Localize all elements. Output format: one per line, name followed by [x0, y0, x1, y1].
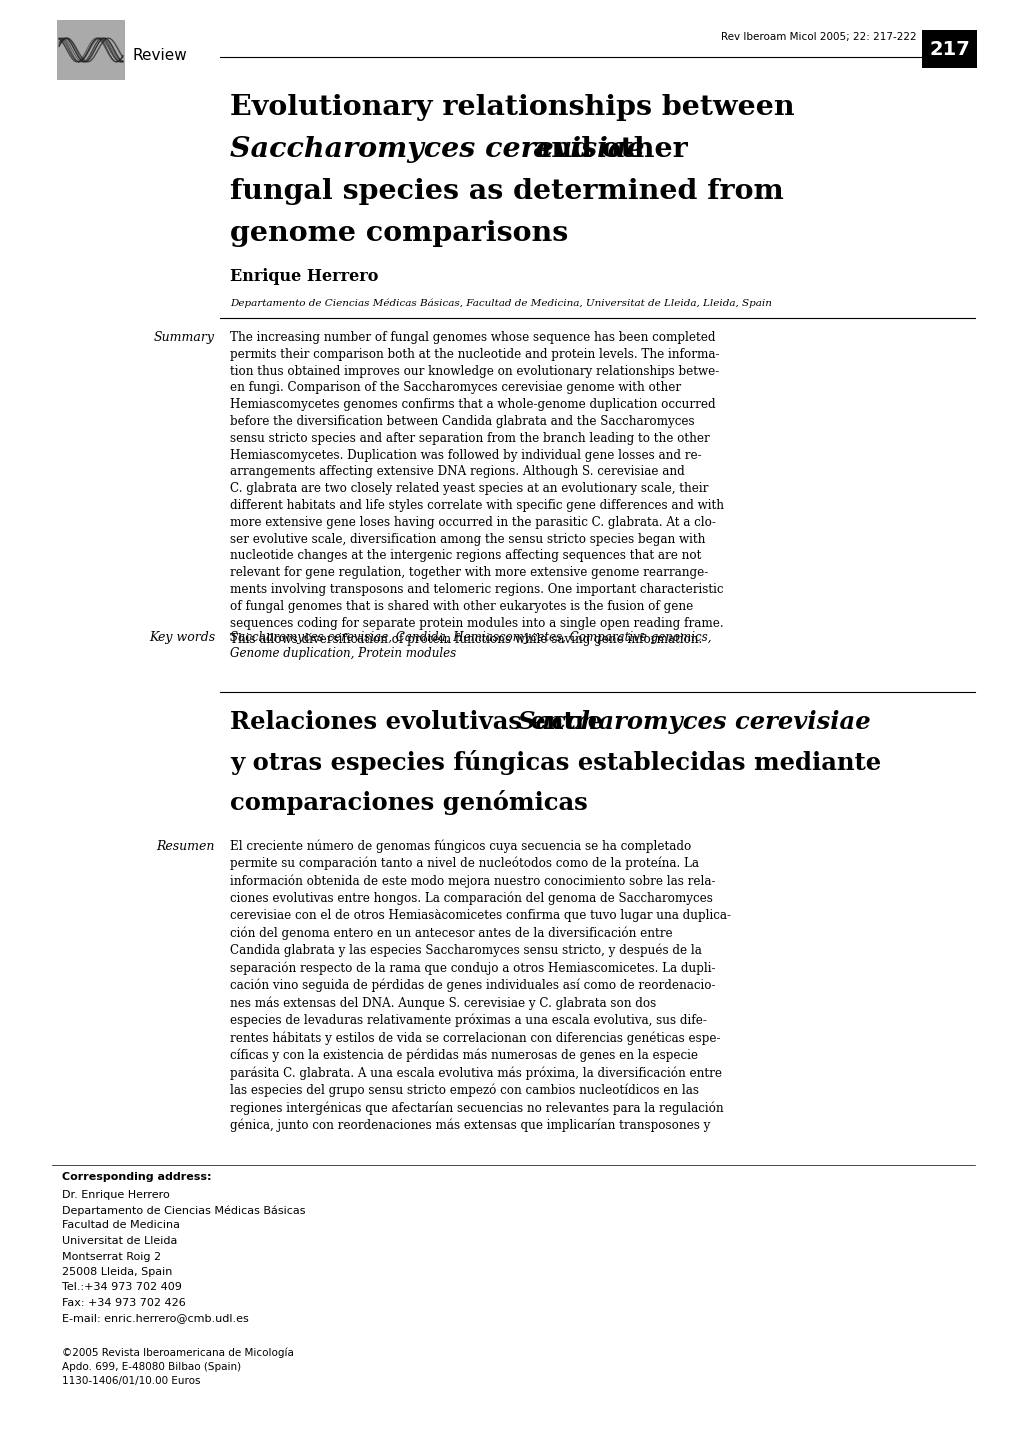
- Text: Dr. Enrique Herrero: Dr. Enrique Herrero: [62, 1190, 169, 1200]
- Text: Evolutionary relationships between: Evolutionary relationships between: [229, 94, 794, 121]
- Text: Saccharomyces cerevisiae: Saccharomyces cerevisiae: [518, 709, 870, 734]
- Text: Apdo. 699, E-48080 Bilbao (Spain): Apdo. 699, E-48080 Bilbao (Spain): [62, 1361, 240, 1371]
- Text: Fax: +34 973 702 426: Fax: +34 973 702 426: [62, 1298, 185, 1308]
- Text: Departamento de Ciencias Médicas Básicas, Facultad de Medicina, Universitat de L: Departamento de Ciencias Médicas Básicas…: [229, 298, 771, 307]
- Text: 217: 217: [928, 39, 969, 59]
- Text: Saccharomyces cerevisiae: Saccharomyces cerevisiae: [229, 136, 644, 163]
- Text: Universitat de Lleida: Universitat de Lleida: [62, 1236, 177, 1246]
- Bar: [921, 30, 976, 68]
- Text: El creciente número de genomas fúngicos cuya secuencia se ha completado
permite : El creciente número de genomas fúngicos …: [229, 839, 731, 1132]
- Text: Departamento de Ciencias Médicas Básicas: Departamento de Ciencias Médicas Básicas: [62, 1206, 306, 1216]
- Text: Rev Iberoam Micol 2005; 22: 217-222: Rev Iberoam Micol 2005; 22: 217-222: [720, 32, 916, 42]
- Text: genome comparisons: genome comparisons: [229, 221, 568, 247]
- Text: Review: Review: [132, 48, 187, 62]
- Text: Key words: Key words: [149, 630, 215, 643]
- Text: Enrique Herrero: Enrique Herrero: [229, 268, 378, 286]
- Text: The increasing number of fungal genomes whose sequence has been completed
permit: The increasing number of fungal genomes …: [229, 332, 723, 646]
- Bar: [57, 20, 125, 79]
- Text: E-mail: enric.herrero@cmb.udl.es: E-mail: enric.herrero@cmb.udl.es: [62, 1314, 249, 1324]
- Text: Montserrat Roig 2: Montserrat Roig 2: [62, 1252, 161, 1262]
- Text: Resumen: Resumen: [157, 839, 215, 852]
- Text: 25008 Lleida, Spain: 25008 Lleida, Spain: [62, 1268, 172, 1278]
- Text: Saccharomyces cerevisiae, Candida, Hemiascomycetes, Comparative genomics,
Genome: Saccharomyces cerevisiae, Candida, Hemia…: [229, 630, 711, 660]
- Text: comparaciones genómicas: comparaciones genómicas: [229, 790, 587, 815]
- Text: ©2005 Revista Iberoamericana de Micología: ©2005 Revista Iberoamericana de Micologí…: [62, 1347, 293, 1357]
- Text: Relaciones evolutivas entre: Relaciones evolutivas entre: [229, 709, 611, 734]
- Text: y otras especies fúngicas establecidas mediante: y otras especies fúngicas establecidas m…: [229, 750, 880, 774]
- Text: 1130-1406/01/10.00 Euros: 1130-1406/01/10.00 Euros: [62, 1376, 201, 1386]
- Text: fungal species as determined from: fungal species as determined from: [229, 177, 783, 205]
- Text: Facultad de Medicina: Facultad de Medicina: [62, 1220, 179, 1230]
- Text: Summary: Summary: [154, 332, 215, 345]
- Text: Tel.:+34 973 702 409: Tel.:+34 973 702 409: [62, 1282, 181, 1292]
- Text: and other: and other: [523, 136, 687, 163]
- Text: Corresponding address:: Corresponding address:: [62, 1172, 211, 1182]
